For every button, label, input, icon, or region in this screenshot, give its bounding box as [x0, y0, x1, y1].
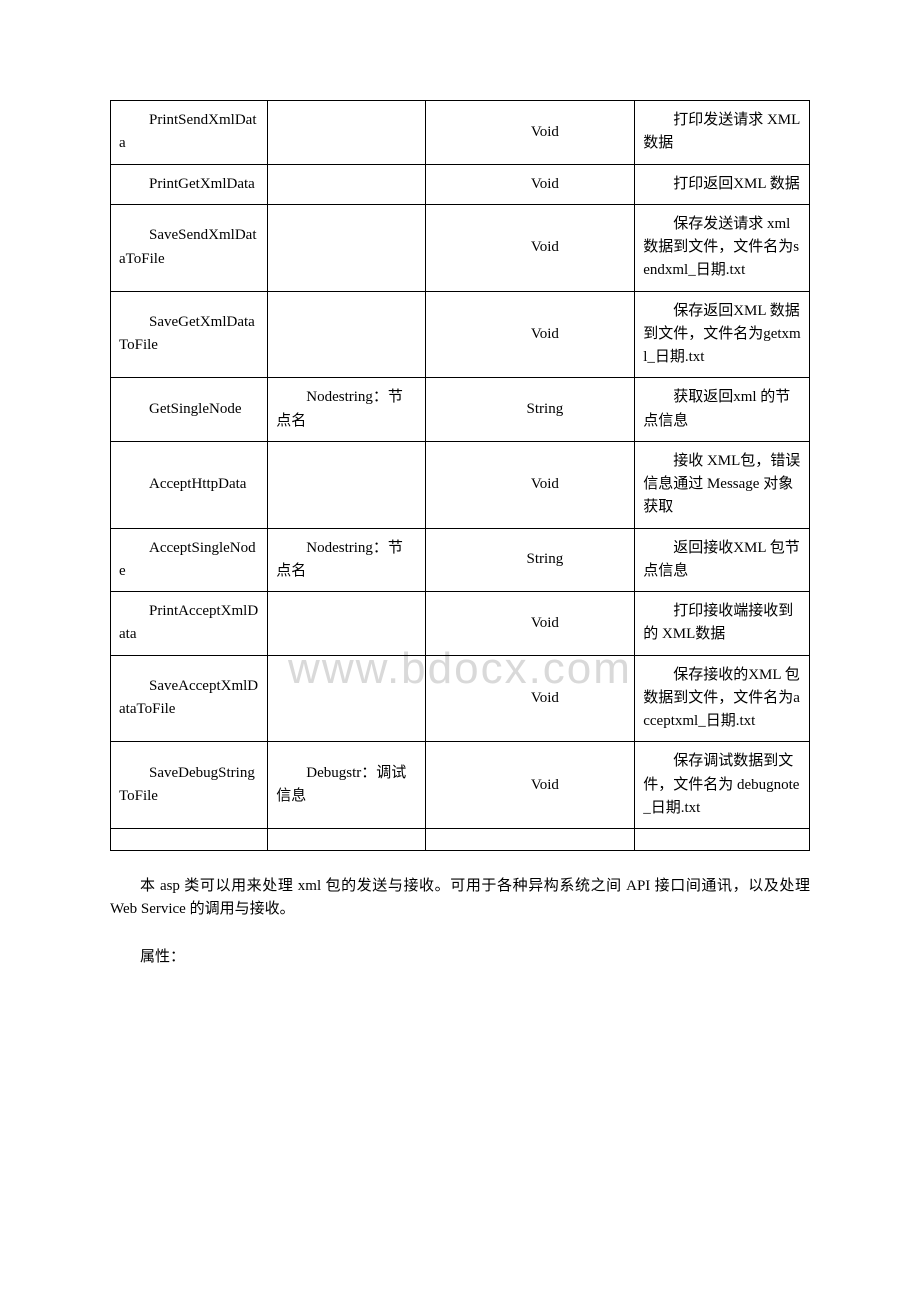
table-cell: Void: [425, 204, 635, 291]
table-cell: Void: [425, 655, 635, 742]
table-cell: PrintGetXmlData: [111, 164, 268, 204]
api-table: PrintSendXmlDataVoid打印发送请求 XML 数据PrintGe…: [110, 100, 810, 851]
table-cell: AcceptHttpData: [111, 441, 268, 528]
table-cell: Nodestring：节点名: [268, 528, 425, 592]
table-cell: [268, 101, 425, 165]
table-cell: Void: [425, 291, 635, 378]
table-cell: PrintSendXmlData: [111, 101, 268, 165]
table-cell: SaveDebugStringToFile: [111, 742, 268, 829]
table-row-empty: [111, 829, 810, 851]
table-cell: [635, 829, 810, 851]
table-cell: Debugstr：调试信息: [268, 742, 425, 829]
table-cell: 获取返回xml 的节点信息: [635, 378, 810, 442]
table-row: SaveSendXmlDataToFile Void保存发送请求 xml 数据到文…: [111, 204, 810, 291]
table-cell: 打印发送请求 XML 数据: [635, 101, 810, 165]
table-cell: 保存调试数据到文件，文件名为 debugnote_日期.txt: [635, 742, 810, 829]
table-cell: 打印返回XML 数据: [635, 164, 810, 204]
table-cell: AcceptSingleNode: [111, 528, 268, 592]
table-row: PrintAcceptXmlData Void打印接收端接收到的 XML数据: [111, 592, 810, 656]
table-cell: SaveSendXmlDataToFile: [111, 204, 268, 291]
table-row: PrintSendXmlData Void打印发送请求 XML 数据: [111, 101, 810, 165]
table-cell: [268, 592, 425, 656]
table-cell: Nodestring：节点名: [268, 378, 425, 442]
table-row: GetSingleNodeNodestring：节点名String获取返回xml…: [111, 378, 810, 442]
table-cell: [268, 829, 425, 851]
table-cell: [268, 204, 425, 291]
table-cell: Void: [425, 592, 635, 656]
paragraph-2: 属性：: [110, 946, 810, 969]
table-cell: [268, 164, 425, 204]
table-cell: String: [425, 528, 635, 592]
table-cell: [425, 829, 635, 851]
table-row: SaveDebugStringToFileDebugstr：调试信息Void保存…: [111, 742, 810, 829]
table-cell: Void: [425, 742, 635, 829]
table-cell: 接收 XML包，错误信息通过 Message 对象获取: [635, 441, 810, 528]
table-cell: Void: [425, 164, 635, 204]
table-cell: 保存接收的XML 包数据到文件，文件名为acceptxml_日期.txt: [635, 655, 810, 742]
table-cell: 保存发送请求 xml 数据到文件，文件名为sendxml_日期.txt: [635, 204, 810, 291]
table-cell: 保存返回XML 数据到文件，文件名为getxml_日期.txt: [635, 291, 810, 378]
table-row: AcceptHttpData Void接收 XML包，错误信息通过 Message…: [111, 441, 810, 528]
table-row: PrintGetXmlData Void打印返回XML 数据: [111, 164, 810, 204]
table-cell: SaveAcceptXmlDataToFile: [111, 655, 268, 742]
table-cell: PrintAcceptXmlData: [111, 592, 268, 656]
paragraph-1: 本 asp 类可以用来处理 xml 包的发送与接收。可用于各种异构系统之间 AP…: [110, 875, 810, 922]
table-cell: Void: [425, 441, 635, 528]
table-cell: GetSingleNode: [111, 378, 268, 442]
table-cell: Void: [425, 101, 635, 165]
table-row: SaveGetXmlDataToFile Void保存返回XML 数据到文件，文件…: [111, 291, 810, 378]
table-cell: SaveGetXmlDataToFile: [111, 291, 268, 378]
table-cell: 返回接收XML 包节点信息: [635, 528, 810, 592]
table-row: SaveAcceptXmlDataToFile Void保存接收的XML 包数据到…: [111, 655, 810, 742]
table-row: AcceptSingleNodeNodestring：节点名String返回接收…: [111, 528, 810, 592]
table-cell: [268, 655, 425, 742]
table-cell: [268, 441, 425, 528]
table-cell: String: [425, 378, 635, 442]
table-cell: [111, 829, 268, 851]
table-cell: [268, 291, 425, 378]
table-cell: 打印接收端接收到的 XML数据: [635, 592, 810, 656]
